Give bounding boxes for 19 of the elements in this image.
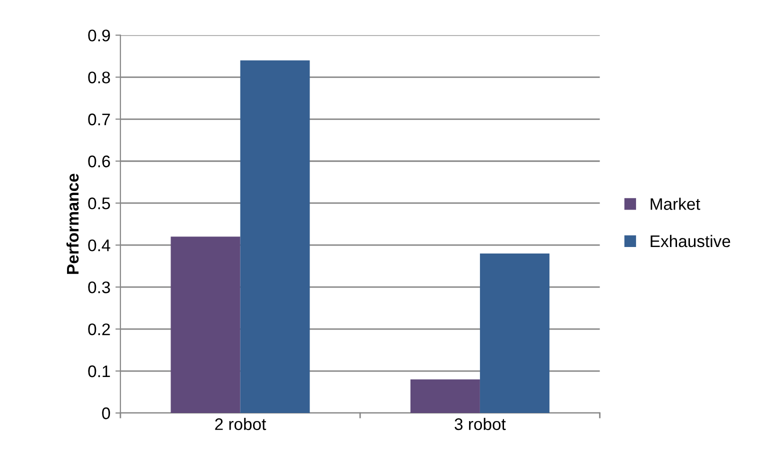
bar [240, 60, 310, 413]
x-tick-label: 2 robot [215, 418, 266, 430]
y-tick-label: 0.1 [88, 365, 110, 378]
y-tick-label: 0.3 [88, 281, 110, 294]
y-tick-label: 0.6 [88, 156, 110, 168]
x-tick-label: 3 robot [454, 418, 506, 430]
bar [480, 253, 550, 413]
bar [410, 379, 480, 413]
legend-label: Exhaustive [650, 234, 730, 248]
y-tick-label: 0.7 [88, 114, 110, 126]
y-axis-title: Performance [66, 174, 79, 274]
y-tick-label: 0.2 [88, 323, 110, 336]
y-tick-label: 0.4 [88, 239, 110, 252]
bar [170, 236, 240, 413]
y-tick-label: 0.8 [88, 72, 110, 84]
legend-label: Market [650, 198, 700, 210]
y-tick-label: 0.5 [88, 198, 110, 210]
y-tick-label: 0 [102, 407, 110, 420]
y-tick-label: 0.9 [88, 30, 110, 42]
